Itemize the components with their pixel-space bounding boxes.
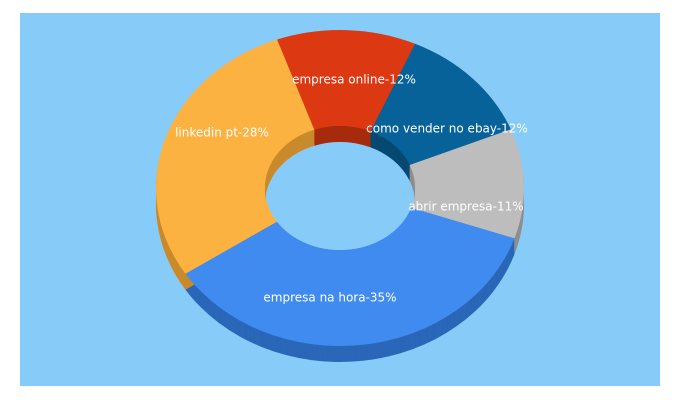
slice-label-abrir-empresa: abrir empresa-11% (408, 200, 523, 214)
slice-label-linkedin-pt: linkedin pt-28% (175, 126, 269, 140)
slice-inner-wall-abrir-empresa (409, 164, 416, 204)
slice-linkedin-pt[interactable] (156, 39, 315, 274)
slice-top-layer (156, 30, 525, 346)
slice-label-empresa-na-hora: empresa na hora-35% (263, 291, 396, 305)
slice-empresa-na-hora[interactable] (185, 207, 515, 346)
slice-abrir-empresa[interactable] (409, 129, 525, 239)
slice-label-empresa-online: empresa online-12% (292, 73, 416, 87)
slice-empresa-online[interactable] (277, 30, 416, 132)
slice-inner-wall-linkedin-pt (265, 129, 315, 204)
slice-inner-wall-empresa-online (314, 126, 371, 148)
slice-como-vender-no-ebay[interactable] (370, 43, 511, 165)
slice-inner-wall-como-vender-no-ebay (370, 131, 410, 181)
slice-labels: empresa online-12% como vender no ebay-12… (175, 73, 528, 305)
donut-hole-floor (265, 142, 415, 250)
slice-label-como-vender-no-ebay: como vender no ebay-12% (366, 122, 528, 136)
donut-hole (265, 126, 416, 250)
